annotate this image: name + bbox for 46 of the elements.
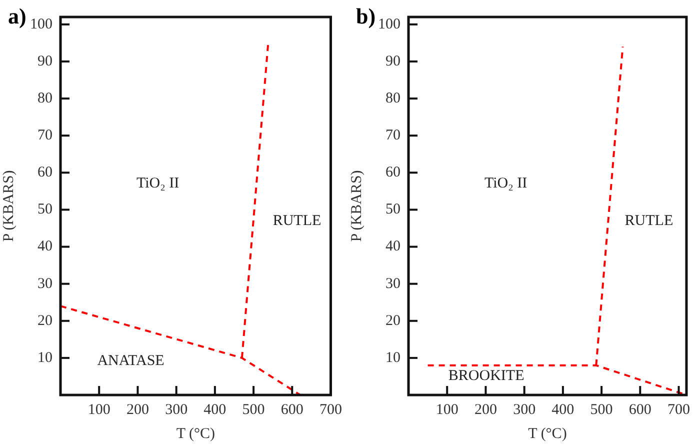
y-tick-label: 10: [386, 350, 400, 366]
y-axis-title: P (KBARS): [348, 170, 365, 242]
y-tick-label: 50: [38, 202, 52, 218]
y-tick-label: 70: [386, 128, 400, 144]
x-tick-label: 300: [165, 402, 188, 418]
x-tick-label: 600: [280, 402, 304, 418]
y-tick-label: 90: [38, 53, 52, 70]
y-tick-label: 80: [386, 90, 400, 106]
x-tick-label: 500: [242, 402, 265, 418]
annotation: TiO₂ II: [484, 175, 528, 192]
y-tick-label: 10: [38, 350, 52, 366]
x-tick-label: 400: [552, 402, 574, 418]
x-axis-title: T (°C): [528, 426, 567, 442]
annotation: RUTLE: [272, 213, 322, 230]
y-tick-label: 20: [38, 312, 52, 329]
chart-title: b): [356, 4, 376, 29]
y-axis-title: P (KBARS): [0, 170, 17, 242]
x-tick-label: 100: [436, 402, 458, 418]
y-tick-label: 90: [386, 53, 400, 70]
annotation: BROOKITE: [448, 368, 524, 384]
y-tick-label: 70: [38, 128, 52, 144]
y-tick-label: 30: [386, 276, 400, 292]
y-tick-label: 20: [386, 312, 400, 329]
annotation: ANATASE: [97, 352, 164, 369]
y-tick-label: 40: [386, 238, 400, 255]
y-tick-label: 50: [386, 202, 400, 218]
y-tick-label: 40: [38, 238, 52, 255]
x-axis-title: T (°C): [176, 426, 215, 442]
y-tick-label: 60: [386, 164, 400, 181]
x-tick-label: 400: [204, 402, 226, 418]
x-tick-label: 200: [474, 402, 497, 418]
chart-title: a): [8, 4, 26, 29]
y-tick-label: 30: [38, 276, 52, 292]
y-tick-label: 60: [38, 164, 52, 181]
y-tick-label: 100: [30, 16, 52, 32]
x-tick-label: 100: [88, 402, 110, 418]
x-tick-label: 700: [668, 402, 690, 418]
y-tick-label: 100: [378, 16, 400, 32]
x-tick-label: 700: [320, 402, 342, 418]
y-tick-label: 80: [38, 90, 52, 106]
x-tick-label: 200: [126, 402, 149, 418]
x-tick-label: 600: [628, 402, 652, 418]
annotation: TiO₂ II: [136, 175, 180, 192]
x-tick-label: 500: [590, 402, 613, 418]
x-tick-label: 300: [513, 402, 536, 418]
annotation: RUTLE: [624, 213, 674, 230]
